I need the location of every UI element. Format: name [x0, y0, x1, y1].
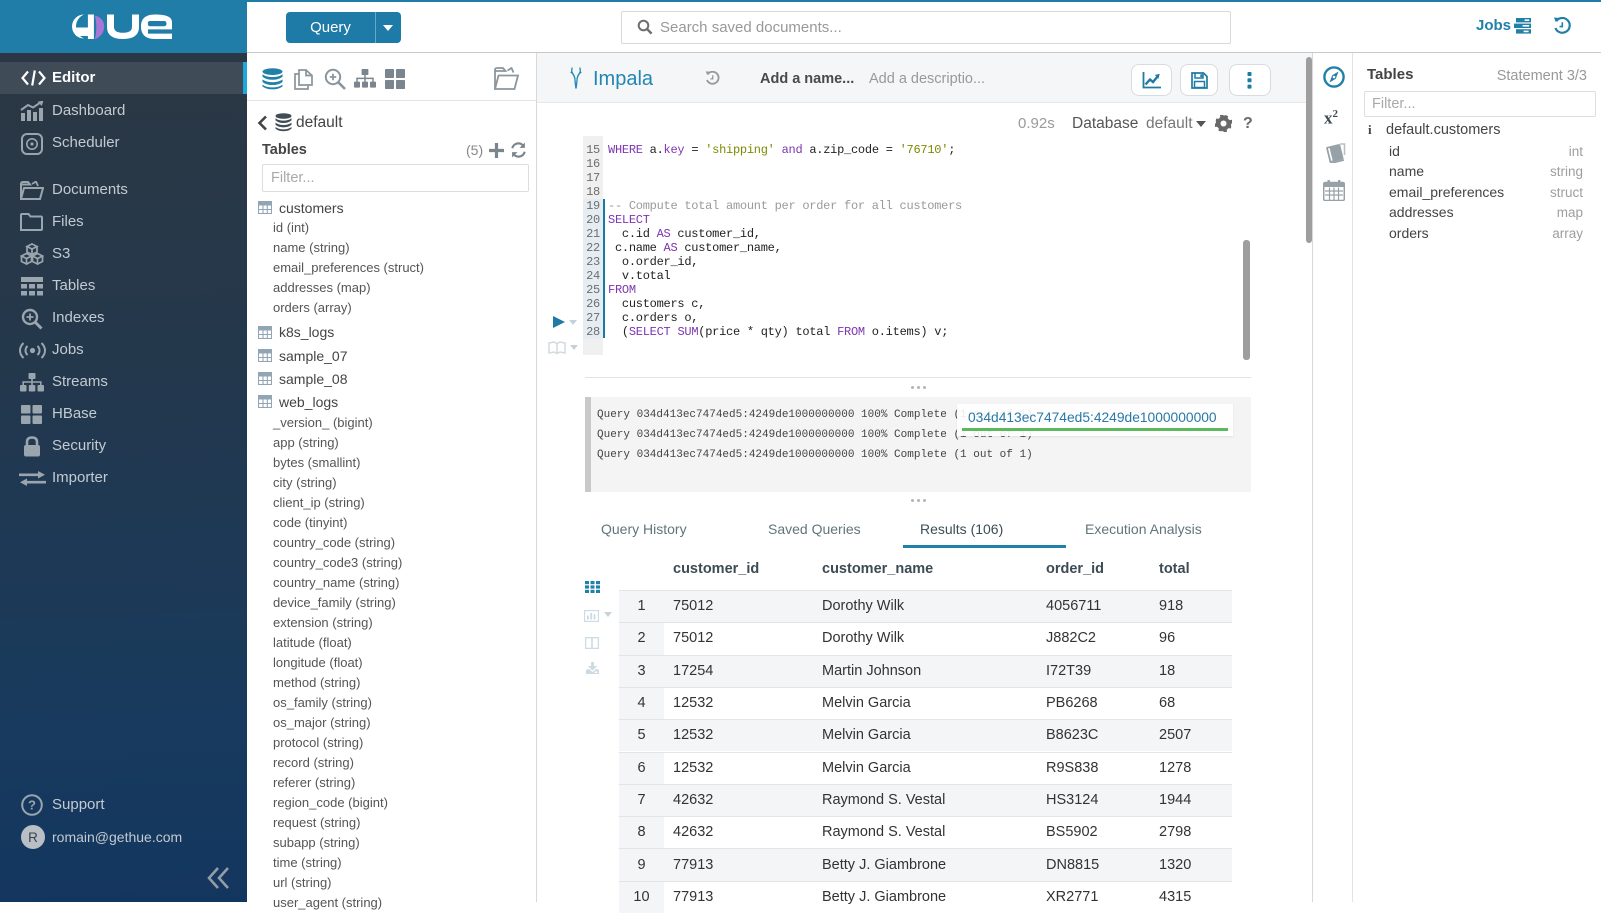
svg-text:?: ?	[28, 798, 36, 813]
svg-text:R: R	[28, 830, 38, 845]
